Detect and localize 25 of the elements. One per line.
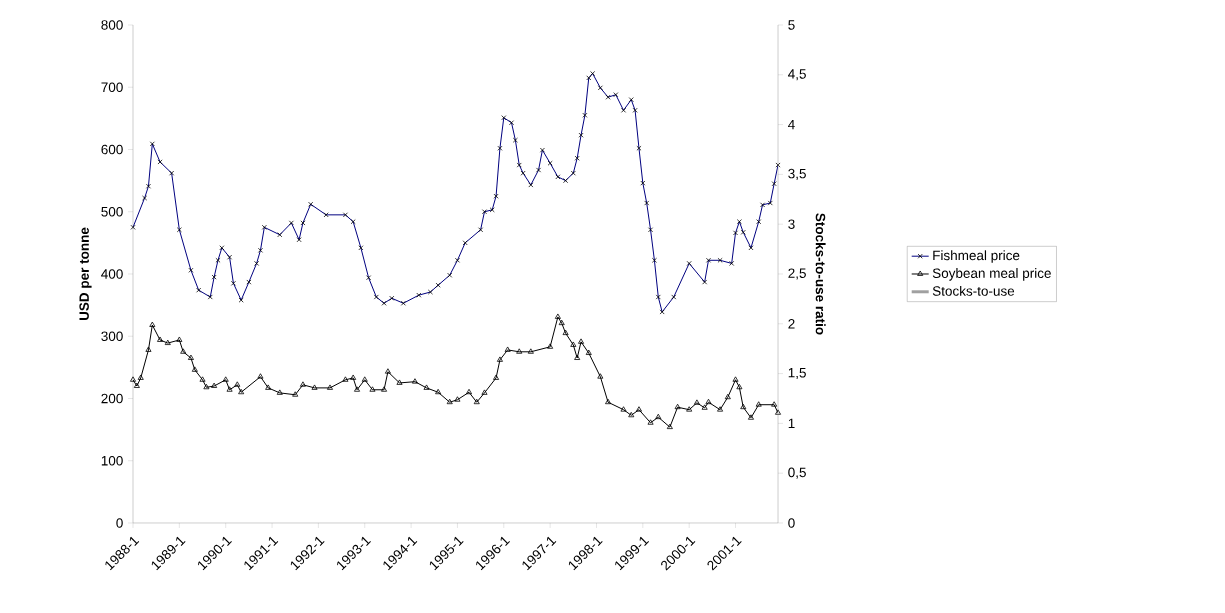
legend-label: Soybean meal price <box>932 268 1051 281</box>
legend-label: Fishmeal price <box>933 250 1020 263</box>
y2-tick-label: 3,5 <box>788 168 806 180</box>
y2-tick-label: 2 <box>788 319 795 329</box>
y-tick-label: 500 <box>101 206 123 217</box>
y2-tick-label: 0,5 <box>788 467 806 479</box>
y-tick-label: 0 <box>116 518 123 528</box>
y-tick-label: 300 <box>101 331 123 342</box>
y2-tick-label: 4 <box>788 119 795 130</box>
y-axis-title: USD per tonne <box>79 227 92 321</box>
y-tick-label: 700 <box>101 82 123 93</box>
y2-tick-label: 5 <box>788 20 795 30</box>
y2-tick-label: 3 <box>788 219 795 229</box>
y2-tick-label: 1 <box>788 418 795 429</box>
y2-tick-label: 2,5 <box>788 268 806 280</box>
y2-axis-title: Stocks-to-use ratio <box>815 213 826 335</box>
y-tick-label: 600 <box>101 144 123 155</box>
y-tick-label: 200 <box>101 393 123 404</box>
y2-tick-label: 1,5 <box>788 368 806 380</box>
y2-tick-label: 0 <box>788 518 795 528</box>
y-tick-label: 800 <box>101 20 123 30</box>
legend-label: Stocks-to-use <box>932 285 1015 296</box>
y2-tick-label: 4,5 <box>788 69 806 81</box>
y-tick-label: 100 <box>101 455 123 466</box>
y-tick-label: 400 <box>101 269 123 279</box>
